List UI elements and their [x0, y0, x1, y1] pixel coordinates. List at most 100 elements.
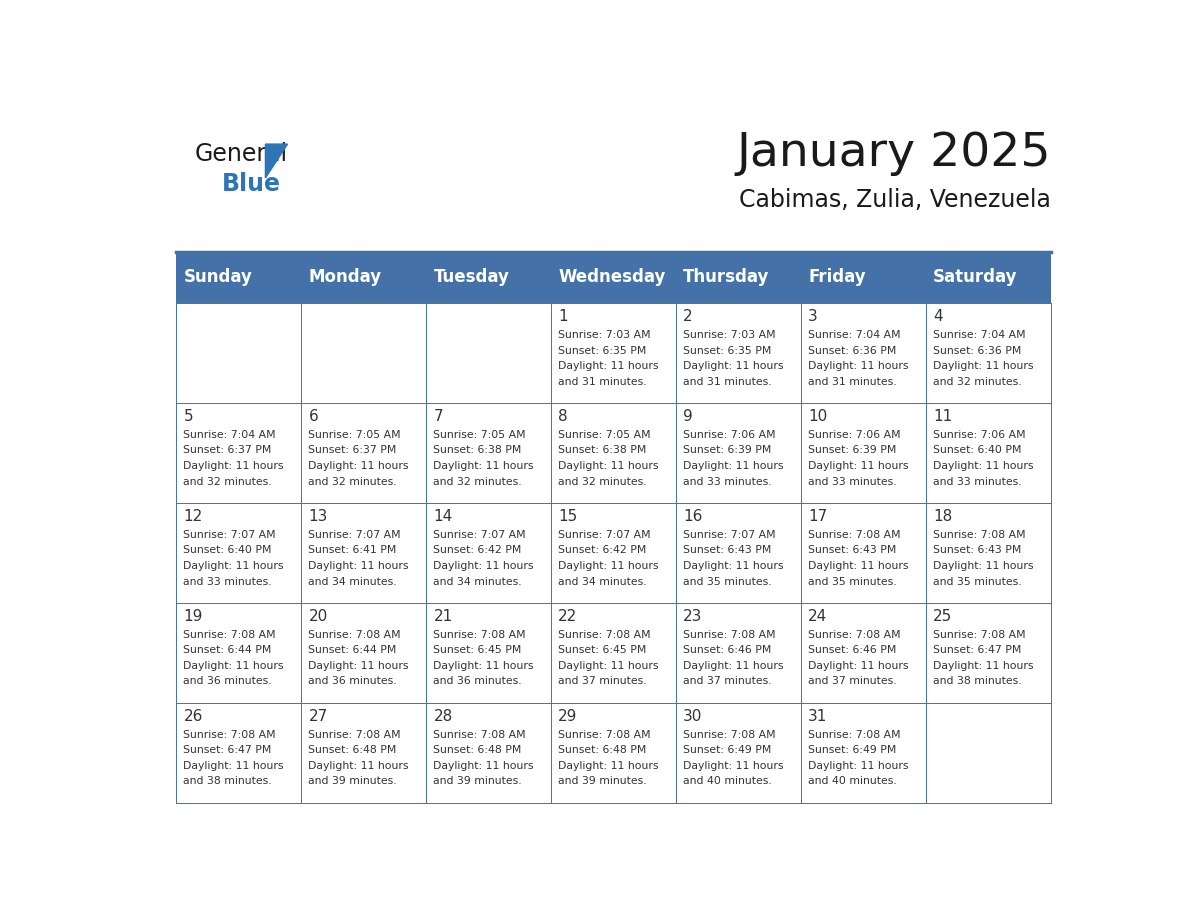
- Text: 12: 12: [183, 509, 203, 524]
- Text: 29: 29: [558, 710, 577, 724]
- Text: Sunrise: 7:05 AM: Sunrise: 7:05 AM: [434, 430, 526, 440]
- Text: Sunrise: 7:08 AM: Sunrise: 7:08 AM: [434, 730, 526, 740]
- Text: Sunrise: 7:08 AM: Sunrise: 7:08 AM: [183, 730, 276, 740]
- Text: 24: 24: [808, 610, 828, 624]
- Text: Sunset: 6:49 PM: Sunset: 6:49 PM: [808, 745, 897, 756]
- Text: General: General: [195, 142, 287, 166]
- Text: and 34 minutes.: and 34 minutes.: [309, 577, 397, 587]
- Text: 8: 8: [558, 409, 568, 424]
- Bar: [426, 503, 551, 603]
- Text: 19: 19: [183, 610, 203, 624]
- Text: Sunset: 6:45 PM: Sunset: 6:45 PM: [434, 645, 522, 655]
- Text: Daylight: 11 hours: Daylight: 11 hours: [309, 561, 409, 571]
- Text: and 33 minutes.: and 33 minutes.: [808, 476, 897, 487]
- Bar: [925, 252, 1051, 303]
- Text: 7: 7: [434, 409, 443, 424]
- Text: and 40 minutes.: and 40 minutes.: [683, 777, 772, 787]
- Bar: [676, 703, 801, 803]
- Bar: [925, 503, 1051, 603]
- Bar: [301, 303, 426, 403]
- Bar: [551, 403, 676, 503]
- Bar: [801, 303, 925, 403]
- Bar: [801, 403, 925, 503]
- Text: Sunrise: 7:03 AM: Sunrise: 7:03 AM: [683, 330, 776, 340]
- Bar: [801, 703, 925, 803]
- Text: January 2025: January 2025: [737, 131, 1051, 176]
- Text: Daylight: 11 hours: Daylight: 11 hours: [934, 661, 1034, 671]
- Text: Daylight: 11 hours: Daylight: 11 hours: [309, 661, 409, 671]
- Text: Sunset: 6:39 PM: Sunset: 6:39 PM: [683, 445, 772, 455]
- Text: Daylight: 11 hours: Daylight: 11 hours: [808, 661, 909, 671]
- Text: and 34 minutes.: and 34 minutes.: [558, 577, 647, 587]
- Text: Sunset: 6:44 PM: Sunset: 6:44 PM: [183, 645, 272, 655]
- Text: Daylight: 11 hours: Daylight: 11 hours: [558, 561, 659, 571]
- Bar: [426, 703, 551, 803]
- Text: Sunset: 6:35 PM: Sunset: 6:35 PM: [683, 345, 772, 355]
- Text: Friday: Friday: [808, 268, 866, 286]
- Text: Sunset: 6:42 PM: Sunset: 6:42 PM: [558, 545, 646, 555]
- Text: and 32 minutes.: and 32 minutes.: [434, 476, 522, 487]
- Bar: [925, 403, 1051, 503]
- Text: 14: 14: [434, 509, 453, 524]
- Text: Daylight: 11 hours: Daylight: 11 hours: [808, 461, 909, 471]
- Text: Tuesday: Tuesday: [434, 268, 510, 286]
- Text: Sunset: 6:37 PM: Sunset: 6:37 PM: [309, 445, 397, 455]
- Bar: [801, 603, 925, 703]
- Text: Saturday: Saturday: [934, 268, 1018, 286]
- Text: Daylight: 11 hours: Daylight: 11 hours: [183, 561, 284, 571]
- Text: and 32 minutes.: and 32 minutes.: [309, 476, 397, 487]
- Text: 31: 31: [808, 710, 828, 724]
- Text: Sunset: 6:41 PM: Sunset: 6:41 PM: [309, 545, 397, 555]
- Text: Daylight: 11 hours: Daylight: 11 hours: [683, 461, 784, 471]
- Text: Daylight: 11 hours: Daylight: 11 hours: [434, 561, 533, 571]
- Text: Sunrise: 7:08 AM: Sunrise: 7:08 AM: [808, 630, 901, 640]
- Bar: [176, 503, 301, 603]
- Bar: [426, 252, 551, 303]
- Text: 10: 10: [808, 409, 828, 424]
- Bar: [551, 603, 676, 703]
- Text: Sunset: 6:36 PM: Sunset: 6:36 PM: [808, 345, 897, 355]
- Text: Sunrise: 7:04 AM: Sunrise: 7:04 AM: [183, 430, 276, 440]
- Bar: [301, 252, 426, 303]
- Text: and 36 minutes.: and 36 minutes.: [183, 677, 272, 687]
- Text: Sunrise: 7:08 AM: Sunrise: 7:08 AM: [434, 630, 526, 640]
- Text: and 38 minutes.: and 38 minutes.: [934, 677, 1022, 687]
- Text: and 32 minutes.: and 32 minutes.: [558, 476, 647, 487]
- Bar: [551, 303, 676, 403]
- Text: 25: 25: [934, 610, 953, 624]
- Text: Sunrise: 7:08 AM: Sunrise: 7:08 AM: [183, 630, 276, 640]
- Text: and 31 minutes.: and 31 minutes.: [808, 376, 897, 386]
- Text: 28: 28: [434, 710, 453, 724]
- Bar: [301, 603, 426, 703]
- Text: and 39 minutes.: and 39 minutes.: [309, 777, 397, 787]
- Text: Daylight: 11 hours: Daylight: 11 hours: [808, 561, 909, 571]
- Text: Sunrise: 7:06 AM: Sunrise: 7:06 AM: [934, 430, 1025, 440]
- Text: 4: 4: [934, 309, 943, 324]
- Text: and 36 minutes.: and 36 minutes.: [309, 677, 397, 687]
- Text: Sunset: 6:40 PM: Sunset: 6:40 PM: [934, 445, 1022, 455]
- Bar: [925, 603, 1051, 703]
- Text: Sunset: 6:35 PM: Sunset: 6:35 PM: [558, 345, 646, 355]
- Text: 1: 1: [558, 309, 568, 324]
- Bar: [176, 403, 301, 503]
- Text: Daylight: 11 hours: Daylight: 11 hours: [183, 761, 284, 771]
- Text: 13: 13: [309, 509, 328, 524]
- Text: Sunrise: 7:08 AM: Sunrise: 7:08 AM: [558, 730, 651, 740]
- Text: Daylight: 11 hours: Daylight: 11 hours: [683, 761, 784, 771]
- Text: Daylight: 11 hours: Daylight: 11 hours: [934, 561, 1034, 571]
- Text: Sunset: 6:43 PM: Sunset: 6:43 PM: [683, 545, 772, 555]
- Text: Daylight: 11 hours: Daylight: 11 hours: [183, 661, 284, 671]
- Text: 18: 18: [934, 509, 953, 524]
- Text: Sunrise: 7:04 AM: Sunrise: 7:04 AM: [808, 330, 901, 340]
- Bar: [676, 403, 801, 503]
- Text: Daylight: 11 hours: Daylight: 11 hours: [934, 461, 1034, 471]
- Bar: [176, 252, 301, 303]
- Text: Sunset: 6:37 PM: Sunset: 6:37 PM: [183, 445, 272, 455]
- Text: Sunrise: 7:08 AM: Sunrise: 7:08 AM: [683, 630, 776, 640]
- Text: Sunrise: 7:07 AM: Sunrise: 7:07 AM: [558, 530, 651, 540]
- Text: Daylight: 11 hours: Daylight: 11 hours: [808, 761, 909, 771]
- Text: Sunset: 6:46 PM: Sunset: 6:46 PM: [808, 645, 897, 655]
- Text: and 33 minutes.: and 33 minutes.: [683, 476, 772, 487]
- Text: and 35 minutes.: and 35 minutes.: [683, 577, 772, 587]
- Text: Sunrise: 7:08 AM: Sunrise: 7:08 AM: [309, 630, 402, 640]
